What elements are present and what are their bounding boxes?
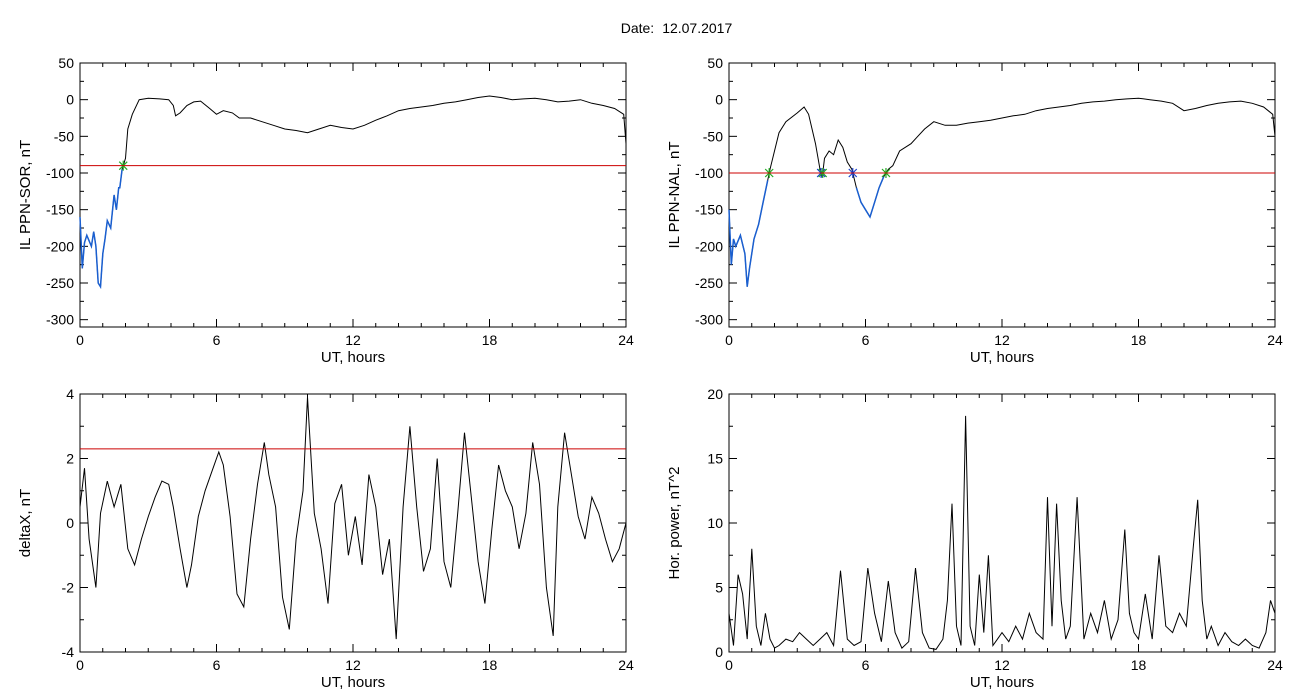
hor-power-y-axis-label: Hor. power, nT^2: [666, 467, 683, 580]
deltax-series-line: [79, 397, 627, 640]
ppn-nal-y-tick-label: -50: [703, 128, 723, 144]
deltax-y-axis-label: deltaX, nT: [17, 489, 34, 557]
hor-power-y-tick-label: 20: [707, 386, 723, 402]
ppn-sor-y-tick-label: -100: [46, 165, 74, 181]
ppn-nal-y-tick-label: -300: [695, 312, 723, 328]
hor-power-y-tick-label: 10: [707, 515, 723, 531]
date-value: 12.07.2017: [662, 20, 733, 36]
deltax-y-tick-label: 2: [66, 451, 74, 467]
hor-power-y-tick-label: 5: [715, 580, 723, 596]
ppn-sor-y-tick-label: -50: [54, 128, 74, 144]
hor-power-x-tick-label: 24: [1267, 657, 1283, 673]
deltax-y-tick-label: -2: [62, 580, 75, 596]
ppn-sor-x-tick-label: 12: [345, 332, 361, 348]
ppn-nal-y-tick-label: 0: [715, 92, 723, 108]
ppn-nal-series-line: [728, 97, 1276, 287]
hor-power-series-line: [728, 415, 1276, 650]
deltax-x-tick-label: 0: [76, 657, 84, 673]
ppn-sor-below-threshold-segment: [79, 169, 123, 290]
hor-power-x-tick-label: 18: [1131, 657, 1147, 673]
page-title: Date: 12.07.2017: [0, 20, 1300, 36]
hor-power-x-tick-label: 0: [725, 657, 733, 673]
ppn-nal-y-axis-label: IL PPN-NAL, nT: [666, 142, 683, 249]
ppn-sor-x-tick-label: 0: [76, 332, 84, 348]
ppn-sor-x-tick-label: 24: [618, 332, 634, 348]
hor-power-y-tick-label: 0: [715, 644, 723, 660]
date-label: Date:: [620, 20, 655, 36]
hor-power-plot-frame: [728, 393, 1276, 653]
ppn-sor-y-tick-label: 0: [66, 92, 74, 108]
ppn-nal-x-tick-label: 6: [862, 332, 870, 348]
hor-power-y-tick-label: 15: [707, 451, 723, 467]
ppn-nal-y-tick-label: -200: [695, 238, 723, 254]
ppn-nal-y-tick-label: -100: [695, 165, 723, 181]
ppn-nal-x-tick-label: 24: [1267, 332, 1283, 348]
deltax-x-tick-label: 24: [618, 657, 634, 673]
hor-power-x-tick-label: 6: [862, 657, 870, 673]
deltax-y-tick-label: 4: [66, 386, 74, 402]
ppn-sor-y-tick-label: 50: [58, 55, 74, 71]
ppn-sor-x-axis-label: UT, hours: [321, 349, 385, 366]
ppn-sor-x-tick-label: 18: [482, 332, 498, 348]
deltax-x-tick-label: 6: [213, 657, 221, 673]
ppn-nal-x-tick-label: 18: [1131, 332, 1147, 348]
ppn-nal-below-threshold-segment: [855, 176, 885, 219]
ppn-nal-x-axis-label: UT, hours: [970, 349, 1034, 366]
ppn-nal-y-tick-label: -250: [695, 275, 723, 291]
ppn-sor-y-axis-label: IL PPN-SOR, nT: [17, 140, 34, 250]
hor-power-x-tick-label: 12: [994, 657, 1010, 673]
ppn-nal-below-threshold-segment: [728, 180, 769, 287]
ppn-sor-y-tick-label: -200: [46, 238, 74, 254]
ppn-nal-x-tick-label: 12: [994, 332, 1010, 348]
ppn-nal-y-tick-label: -150: [695, 202, 723, 218]
ppn-sor-x-tick-label: 6: [213, 332, 221, 348]
deltax-y-tick-label: -4: [62, 644, 75, 660]
deltax-y-tick-label: 0: [66, 515, 74, 531]
ppn-sor-y-tick-label: -150: [46, 202, 74, 218]
ppn-nal-y-tick-label: 50: [707, 55, 723, 71]
deltax-x-axis-label: UT, hours: [321, 674, 385, 691]
ppn-sor-y-tick-label: -300: [46, 312, 74, 328]
hor-power-x-axis-label: UT, hours: [970, 674, 1034, 691]
deltax-x-tick-label: 18: [482, 657, 498, 673]
ppn-sor-y-tick-label: -250: [46, 275, 74, 291]
deltax-x-tick-label: 12: [345, 657, 361, 673]
ppn-nal-x-tick-label: 0: [725, 332, 733, 348]
